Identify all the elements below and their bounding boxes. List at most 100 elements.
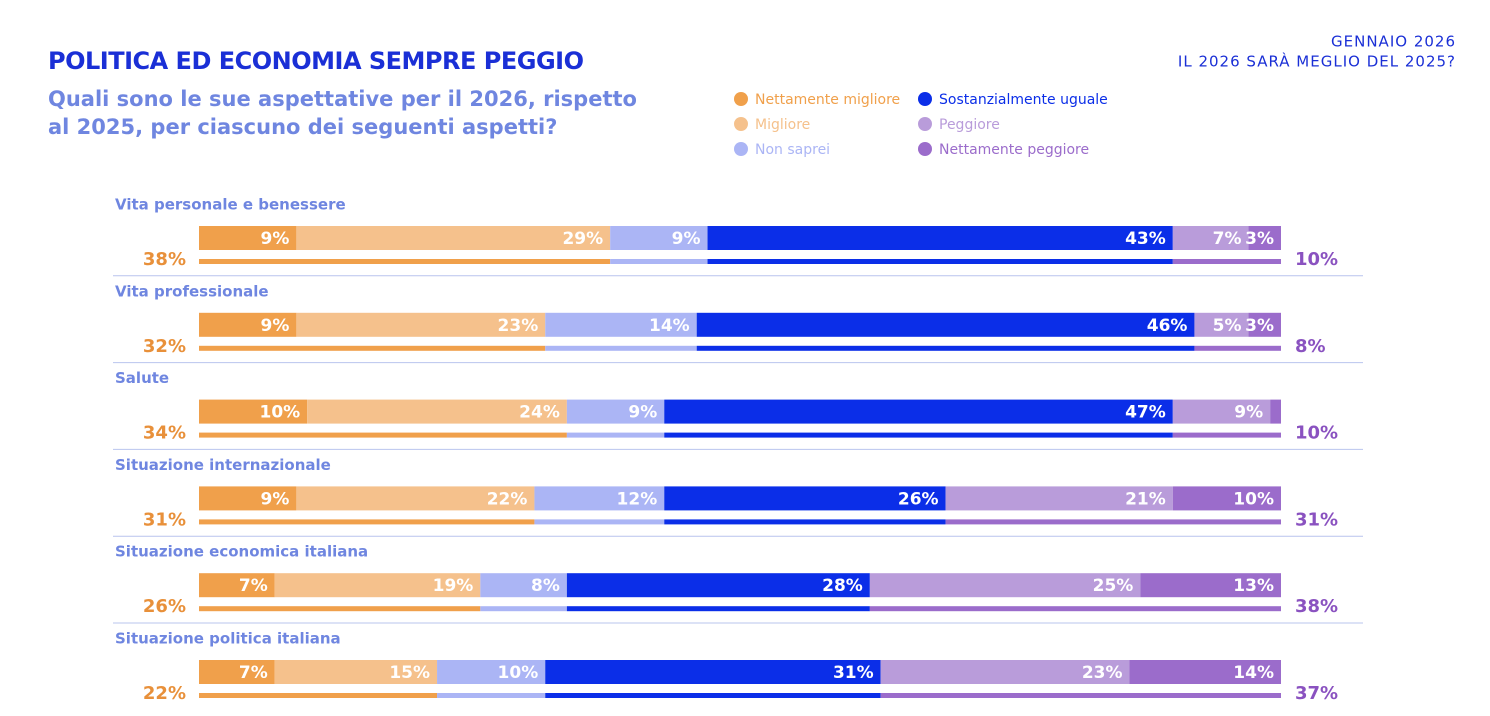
summary-same (664, 432, 1173, 438)
legend-label: Non saprei (755, 142, 830, 158)
bar-segment (1248, 312, 1281, 337)
bar-segment (296, 312, 546, 337)
summary-unsure (480, 606, 567, 612)
bar-segment (566, 573, 870, 598)
legend-swatch (918, 92, 932, 106)
data-label: 21% (1125, 489, 1166, 509)
summary-unsure (545, 345, 697, 351)
left-total: 32% (143, 336, 186, 357)
data-label: 14% (649, 316, 690, 336)
legend-label: Sostanzialmente uguale (939, 92, 1108, 108)
legend-label: Nettamente migliore (755, 92, 900, 108)
bar-segment (869, 573, 1141, 598)
summary-negative (869, 606, 1281, 612)
right-total: 10% (1295, 423, 1338, 444)
summary-unsure (566, 432, 665, 438)
data-label: 7% (239, 576, 268, 596)
category-label: Salute (115, 369, 169, 387)
summary-positive (199, 519, 535, 525)
data-label: 9% (628, 403, 657, 423)
summary-same (664, 519, 946, 525)
bar-segment (545, 312, 697, 337)
bar-segment (199, 660, 275, 684)
bar-segment (480, 573, 567, 598)
summary-positive (199, 259, 611, 264)
summary-same (696, 345, 1195, 351)
legend-label: Peggiore (939, 117, 1000, 133)
left-total: 22% (143, 683, 186, 704)
bar-segment (880, 660, 1130, 684)
chart-title: POLITICA ED ECONOMIA SEMPRE PEGGIO (48, 47, 584, 75)
summary-positive (199, 693, 438, 698)
legend-label: Migliore (755, 117, 810, 133)
data-label: 3% (1245, 229, 1274, 249)
summary-unsure (610, 259, 708, 264)
legend-swatch (734, 117, 748, 131)
bar-segment (696, 312, 1195, 337)
data-label: 10% (1233, 489, 1274, 509)
data-label: 10% (498, 663, 539, 683)
data-label: 8% (531, 576, 560, 596)
bar-segment (274, 660, 438, 684)
summary-positive (199, 345, 546, 351)
right-total: 8% (1295, 336, 1326, 357)
legend-swatch (918, 142, 932, 156)
summary-positive (199, 606, 481, 612)
bar-segment (664, 399, 1173, 424)
bar-segment (707, 226, 1173, 250)
bar-segment (664, 486, 946, 511)
data-label: 26% (898, 489, 939, 509)
bar-segment (307, 399, 567, 424)
data-label: 23% (1082, 663, 1123, 683)
bar-segment (1172, 226, 1249, 250)
bar-segment (437, 660, 546, 684)
data-label: 7% (239, 663, 268, 683)
bar-segment (274, 573, 481, 598)
bar-segment (1172, 486, 1281, 511)
category-label: Situazione economica italiana (115, 543, 368, 561)
data-label: 47% (1125, 403, 1166, 423)
right-total: 38% (1295, 596, 1338, 617)
data-label: 9% (261, 316, 290, 336)
data-label: 31% (833, 663, 874, 683)
summary-negative (1194, 345, 1281, 351)
data-label: 25% (1093, 576, 1134, 596)
right-total: 10% (1295, 249, 1338, 270)
data-label: 43% (1125, 229, 1166, 249)
data-label: 22% (487, 489, 528, 509)
summary-positive (199, 432, 567, 438)
summary-same (707, 259, 1173, 264)
right-total: 37% (1295, 683, 1338, 704)
data-label: 19% (433, 576, 474, 596)
summary-same (566, 606, 870, 612)
right-total: 31% (1295, 509, 1338, 530)
date: GENNAIO 2026 (1331, 33, 1456, 51)
left-total: 38% (143, 249, 186, 270)
bar-segment (199, 486, 297, 511)
bar-segment (945, 486, 1173, 511)
left-total: 34% (143, 423, 186, 444)
left-total: 31% (143, 509, 186, 530)
bar-segment (199, 573, 275, 598)
question: IL 2026 SARÀ MEGLIO DEL 2025? (1178, 52, 1456, 71)
category-label: Situazione internazionale (115, 456, 331, 474)
bar-segment (610, 226, 708, 250)
data-label: 9% (261, 489, 290, 509)
bar-segment (1129, 660, 1281, 684)
bar-segment (1194, 312, 1249, 337)
data-label: 9% (1234, 403, 1263, 423)
bar-segment (545, 660, 881, 684)
bar-segment (199, 226, 297, 250)
summary-negative (1172, 432, 1281, 438)
category-label: Situazione politica italiana (115, 630, 341, 648)
data-label: 15% (389, 663, 430, 683)
bar-segment (296, 486, 535, 511)
bar-segment (566, 399, 665, 424)
summary-negative (945, 519, 1281, 525)
data-label: 23% (498, 316, 539, 336)
data-label: 9% (672, 229, 701, 249)
bar-segment (1270, 399, 1281, 424)
data-label: 7% (1213, 229, 1242, 249)
